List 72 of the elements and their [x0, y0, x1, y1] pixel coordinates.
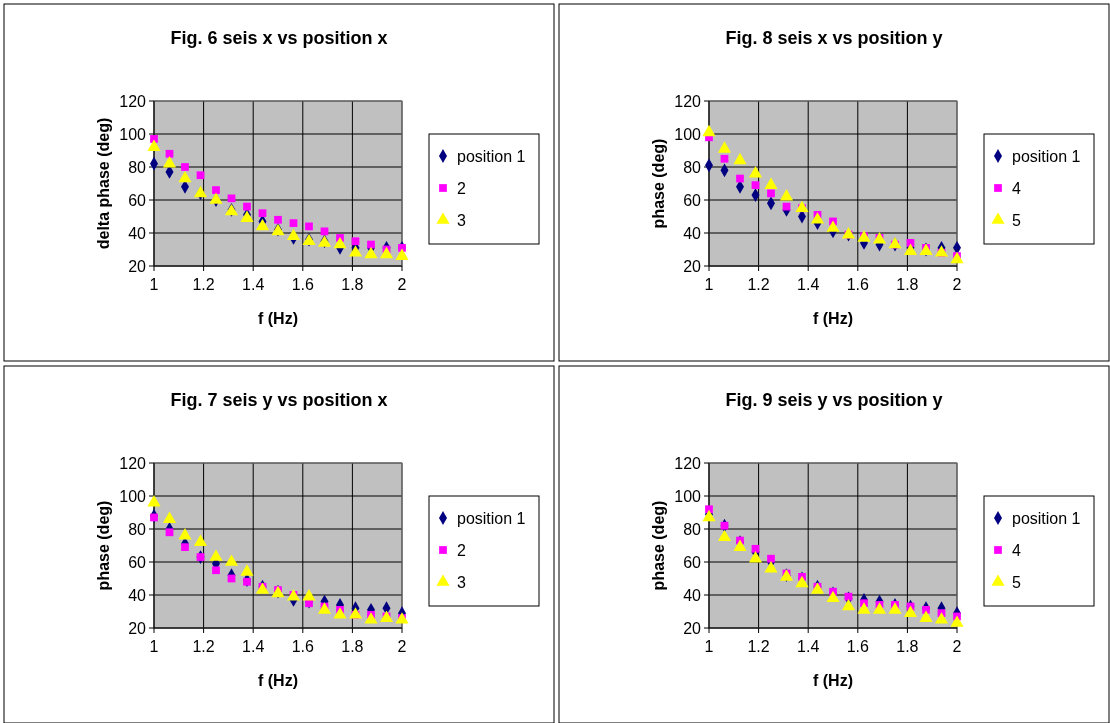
x-tick-label: 1.2	[192, 276, 215, 293]
legend-label: 4	[1012, 541, 1021, 559]
legend-label: position 1	[457, 147, 526, 165]
chart-title: Fig. 8 seis x vs position y	[725, 28, 943, 48]
y-tick-label: 80	[683, 520, 702, 538]
y-tick-label: 20	[128, 619, 147, 637]
y-tick-label: 40	[683, 224, 702, 242]
y-tick-label: 60	[683, 191, 702, 209]
x-tick-label: 2	[952, 638, 962, 655]
y-tick-label: 60	[128, 191, 147, 209]
y-tick-label: 80	[683, 158, 702, 176]
y-tick-label: 20	[683, 619, 702, 637]
legend-label: position 1	[1012, 509, 1081, 527]
legend-label: 4	[1012, 179, 1021, 197]
y-tick-label: 120	[674, 454, 702, 472]
x-tick-label: 1.2	[192, 638, 215, 655]
legend-label: 2	[457, 541, 466, 559]
x-tick-label: 1	[149, 638, 159, 655]
x-tick-label: 2	[397, 276, 407, 293]
x-tick-label: 1	[149, 276, 159, 293]
x-tick-label: 1.4	[797, 638, 820, 655]
legend-label: 2	[457, 179, 466, 197]
y-tick-label: 100	[674, 487, 702, 505]
y-tick-label: 100	[674, 125, 702, 143]
x-tick-label: 1.8	[896, 638, 919, 655]
y-tick-label: 40	[683, 586, 702, 604]
x-axis-title: f (Hz)	[813, 310, 853, 327]
x-tick-label: 1.4	[797, 276, 820, 293]
x-tick-label: 1	[704, 638, 714, 655]
x-tick-label: 1.6	[846, 276, 870, 293]
x-tick-label: 1.6	[291, 638, 315, 655]
chart-title: Fig. 9 seis y vs position y	[725, 390, 943, 410]
x-tick-label: 1.4	[242, 638, 265, 655]
y-tick-label: 120	[674, 92, 702, 110]
chart-title: Fig. 7 seis y vs position x	[170, 390, 388, 410]
legend-label: 3	[457, 211, 466, 229]
legend-label: 5	[1012, 211, 1021, 229]
y-axis-title: phase (deg)	[650, 500, 667, 591]
x-tick-label: 1.6	[846, 638, 870, 655]
x-axis-title: f (Hz)	[258, 310, 298, 327]
y-tick-label: 100	[119, 125, 147, 143]
x-tick-label: 1.2	[747, 276, 770, 293]
y-axis-title: phase (deg)	[650, 138, 667, 229]
legend-label: 3	[457, 573, 466, 591]
y-tick-label: 20	[683, 257, 702, 275]
legend-label: position 1	[1012, 147, 1081, 165]
y-tick-label: 120	[119, 454, 147, 472]
y-tick-label: 80	[128, 520, 147, 538]
y-tick-label: 20	[128, 257, 147, 275]
y-tick-label: 120	[119, 92, 147, 110]
x-tick-label: 2	[952, 276, 962, 293]
legend-label: position 1	[457, 509, 526, 527]
x-tick-label: 1.8	[341, 276, 364, 293]
y-tick-label: 40	[128, 586, 147, 604]
x-tick-label: 1.4	[242, 276, 265, 293]
y-tick-label: 40	[128, 224, 147, 242]
x-tick-label: 1	[704, 276, 714, 293]
x-tick-label: 1.8	[341, 638, 364, 655]
y-tick-label: 80	[128, 158, 147, 176]
y-axis-title: phase (deg)	[95, 500, 112, 591]
y-tick-label: 60	[128, 553, 147, 571]
y-tick-label: 60	[683, 553, 702, 571]
legend-label: 5	[1012, 573, 1021, 591]
y-tick-label: 100	[119, 487, 147, 505]
x-tick-label: 1.6	[291, 276, 315, 293]
y-axis-title: delta phase (deg)	[95, 117, 112, 250]
x-tick-label: 1.8	[896, 276, 919, 293]
x-axis-title: f (Hz)	[813, 672, 853, 689]
chart-title: Fig. 6 seis x vs position x	[170, 28, 388, 48]
x-tick-label: 1.2	[747, 638, 770, 655]
x-axis-title: f (Hz)	[258, 672, 298, 689]
x-tick-label: 2	[397, 638, 407, 655]
